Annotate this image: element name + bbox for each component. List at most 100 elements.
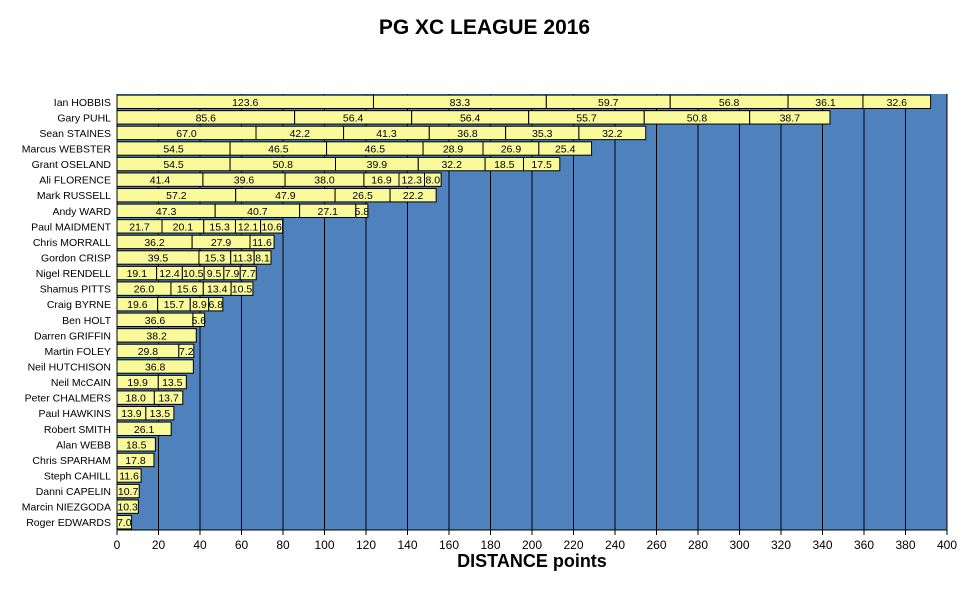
- bar-segment: [578, 125, 647, 141]
- x-tick-label: 40: [193, 538, 207, 552]
- category-label: Paul MAIDMENT: [31, 221, 112, 233]
- data-label: 35.3: [532, 128, 553, 140]
- data-label: 42.2: [290, 128, 311, 140]
- x-tick-label: 280: [688, 538, 708, 552]
- data-label: 17.8: [125, 455, 146, 467]
- data-label: 56.4: [460, 112, 481, 124]
- category-label: Ali FLORENCE: [39, 175, 111, 187]
- data-label: 15.6: [177, 284, 198, 296]
- data-label: 27.9: [211, 237, 232, 249]
- data-label: 32.6: [887, 97, 908, 109]
- x-tick-label: 220: [563, 538, 583, 552]
- data-label: 7.0: [117, 517, 132, 529]
- category-label: Martin FOLEY: [44, 346, 111, 358]
- x-tick-label: 60: [235, 538, 249, 552]
- data-label: 18.5: [494, 159, 515, 171]
- data-label: 19.1: [127, 268, 148, 280]
- bar-segment: [862, 94, 932, 109]
- x-tick-label: 100: [314, 538, 334, 552]
- data-label: 46.5: [268, 144, 289, 156]
- data-label: 85.6: [196, 112, 217, 124]
- data-label: 15.3: [205, 253, 226, 265]
- x-tick-label: 400: [937, 538, 957, 552]
- x-axis-label: DISTANCE points: [457, 551, 607, 571]
- chart-title: PG XC LEAGUE 2016: [378, 16, 591, 39]
- data-label: 25.4: [555, 144, 576, 156]
- category-label: Ben HOLT: [62, 315, 111, 327]
- bar-segment: [749, 110, 831, 125]
- data-label: 32.2: [602, 128, 623, 140]
- data-label: 39.5: [148, 253, 169, 265]
- bar-segment: [249, 234, 275, 250]
- category-label: Neil HUTCHISON: [28, 362, 111, 374]
- data-label: 36.1: [815, 97, 836, 109]
- data-label: 56.8: [719, 97, 740, 109]
- data-label: 54.5: [163, 144, 184, 156]
- bar-segment: [253, 250, 272, 265]
- data-label: 12.1: [238, 221, 259, 233]
- data-label: 13.9: [121, 408, 142, 420]
- category-label: Peter CHALMERS: [25, 393, 111, 405]
- category-label: Steph CAHILL: [44, 471, 111, 483]
- data-label: 38.0: [314, 175, 335, 187]
- data-label: 50.8: [687, 112, 708, 124]
- data-label: 10.7: [118, 486, 139, 498]
- data-label: 39.9: [367, 159, 388, 171]
- category-label: Gordon CRISP: [41, 253, 111, 265]
- x-tick-label: 380: [895, 538, 915, 552]
- data-label: 41.3: [376, 128, 397, 140]
- data-label: 6.8: [208, 299, 223, 311]
- data-label: 26.9: [501, 144, 522, 156]
- data-label: 8.9: [192, 299, 207, 311]
- bar-segment: [260, 219, 284, 234]
- data-label: 123.6: [232, 97, 258, 109]
- data-label: 29.8: [138, 346, 159, 358]
- data-label: 39.6: [234, 175, 255, 187]
- bar-segment: [230, 281, 254, 296]
- data-label: 56.4: [343, 112, 364, 124]
- x-tick-label: 180: [480, 538, 500, 552]
- category-label: Sean STAINES: [39, 128, 111, 140]
- data-label: 5.8: [355, 206, 370, 218]
- bar-segment: [192, 312, 206, 327]
- data-label: 27.1: [317, 206, 338, 218]
- data-label: 21.7: [129, 221, 150, 233]
- data-label: 36.8: [145, 362, 166, 374]
- data-label: 36.2: [144, 237, 165, 249]
- bar-segment: [538, 141, 593, 156]
- x-tick-label: 240: [605, 538, 625, 552]
- data-label: 50.8: [273, 159, 294, 171]
- data-label: 8.1: [255, 253, 270, 265]
- x-tick-label: 300: [729, 538, 749, 552]
- data-label: 10.5: [232, 284, 253, 296]
- category-label: Alan WEBB: [56, 439, 111, 451]
- data-label: 54.5: [163, 159, 184, 171]
- data-label: 55.7: [576, 112, 597, 124]
- data-label: 18.5: [126, 439, 147, 451]
- x-tick-label: 0: [114, 538, 121, 552]
- data-label: 10.6: [261, 221, 282, 233]
- data-label: 8.0: [426, 175, 441, 187]
- category-label: Chris MORRALL: [33, 237, 111, 249]
- bar-segment: [522, 156, 561, 172]
- x-tick-label: 200: [522, 538, 542, 552]
- data-label: 38.7: [780, 112, 801, 124]
- data-label: 47.3: [156, 206, 177, 218]
- data-label: 19.6: [127, 299, 148, 311]
- data-label: 83.3: [450, 97, 471, 109]
- bar-segment: [178, 343, 195, 359]
- x-tick-label: 360: [854, 538, 874, 552]
- category-label: Danni CAPELIN: [36, 486, 111, 498]
- x-tick-label: 160: [439, 538, 459, 552]
- data-label: 26.1: [134, 424, 155, 436]
- data-label: 13.5: [162, 377, 183, 389]
- category-label: Nigel RENDELL: [36, 268, 111, 280]
- data-label: 36.8: [457, 128, 478, 140]
- data-label: 67.0: [176, 128, 197, 140]
- data-label: 12.4: [159, 268, 180, 280]
- data-label: 36.6: [145, 315, 166, 327]
- data-label: 26.0: [134, 284, 155, 296]
- bar-segment: [208, 297, 224, 312]
- x-tick-label: 260: [646, 538, 666, 552]
- data-label: 20.1: [173, 221, 194, 233]
